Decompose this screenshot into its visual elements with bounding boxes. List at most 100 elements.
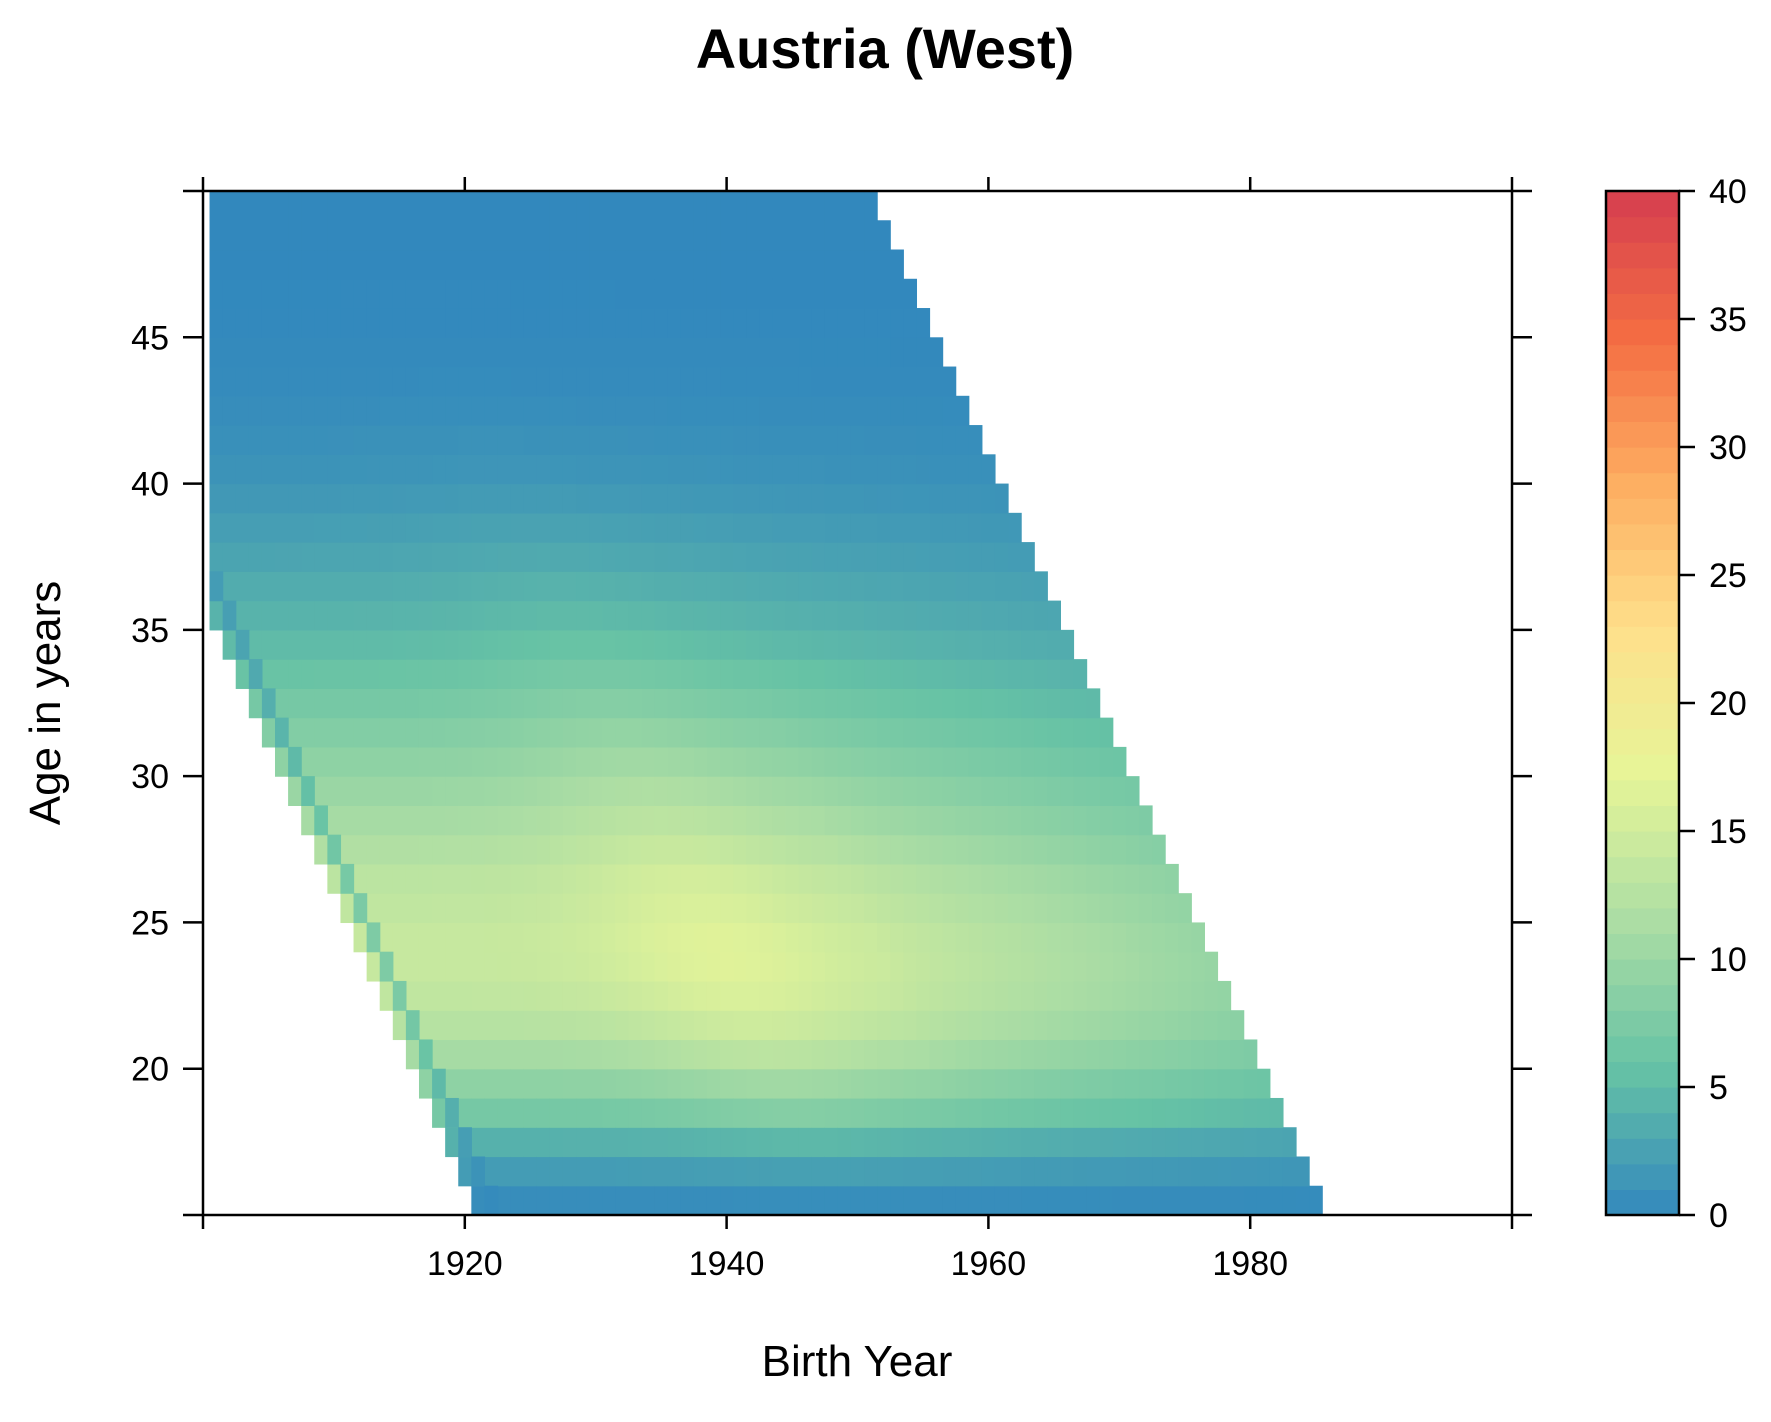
heatmap-cell bbox=[1178, 1185, 1192, 1216]
heatmap-cell bbox=[877, 512, 891, 543]
heatmap-cell bbox=[523, 220, 538, 251]
heatmap-cell bbox=[667, 1039, 682, 1070]
heatmap-cell bbox=[536, 629, 551, 660]
heatmap-cell bbox=[994, 805, 1009, 836]
heatmap-cell bbox=[903, 980, 918, 1011]
heatmap-cell bbox=[602, 308, 616, 338]
heatmap-cell bbox=[1125, 893, 1140, 924]
heatmap-cell bbox=[589, 980, 603, 1011]
heatmap-cell bbox=[366, 776, 381, 806]
heatmap-cell bbox=[968, 717, 983, 748]
heatmap-cell bbox=[1269, 1127, 1284, 1158]
heatmap-cell bbox=[916, 395, 931, 426]
heatmap-cell bbox=[1073, 893, 1088, 924]
heatmap-cell bbox=[1034, 863, 1048, 894]
heatmap-cell bbox=[549, 1010, 564, 1041]
heatmap-cell bbox=[981, 600, 996, 631]
y-tick-label: 20 bbox=[131, 1051, 169, 1089]
heatmap-cell bbox=[759, 425, 774, 455]
heatmap-cell bbox=[667, 1127, 682, 1158]
heatmap-cell bbox=[471, 483, 486, 514]
heatmap-cell bbox=[1112, 1010, 1127, 1041]
heatmap-cell bbox=[641, 1097, 656, 1128]
heatmap-cell bbox=[235, 425, 250, 455]
heatmap-cell bbox=[314, 834, 328, 865]
heatmap-cell bbox=[850, 191, 865, 221]
heatmap-cell bbox=[549, 629, 564, 660]
heatmap-cell bbox=[445, 659, 459, 689]
heatmap-cell bbox=[850, 483, 865, 514]
heatmap-cell bbox=[602, 1127, 616, 1158]
heatmap-cell bbox=[523, 249, 538, 280]
heatmap-cell bbox=[405, 951, 420, 982]
heatmap-cell bbox=[1047, 659, 1061, 689]
heatmap-cell bbox=[392, 512, 407, 543]
heatmap-cell bbox=[510, 483, 525, 514]
heatmap-cell bbox=[418, 425, 433, 455]
heatmap-cell bbox=[877, 542, 891, 572]
heatmap-cell bbox=[562, 863, 577, 894]
heatmap-cell bbox=[1204, 1039, 1219, 1070]
heatmap-cell bbox=[589, 863, 603, 894]
heatmap-cell bbox=[379, 776, 394, 806]
heatmap-cell bbox=[1112, 1127, 1127, 1158]
heatmap-cell bbox=[759, 834, 774, 865]
heatmap-cell bbox=[1165, 1039, 1179, 1070]
heatmap-cell bbox=[903, 659, 918, 689]
heatmap-cell bbox=[536, 571, 551, 602]
heatmap-cell bbox=[903, 1039, 918, 1070]
heatmap-cell bbox=[1047, 1068, 1061, 1099]
colorbar-swatch bbox=[1606, 754, 1679, 781]
heatmap-cell bbox=[929, 922, 944, 953]
heatmap-cell bbox=[576, 1127, 590, 1158]
heatmap-cell bbox=[497, 278, 512, 309]
heatmap-cell bbox=[353, 688, 368, 719]
heatmap-cell bbox=[850, 366, 865, 397]
heatmap-cell bbox=[680, 1156, 695, 1187]
heatmap-cell bbox=[811, 1097, 826, 1128]
heatmap-cell bbox=[261, 337, 276, 368]
heatmap-cell bbox=[353, 863, 368, 894]
heatmap-cell bbox=[811, 278, 826, 309]
heatmap-cell bbox=[706, 249, 721, 280]
heatmap-cell bbox=[445, 278, 459, 309]
heatmap-cell bbox=[916, 688, 931, 719]
heatmap-cell bbox=[523, 863, 538, 894]
heatmap-cell bbox=[942, 1097, 957, 1128]
heatmap-cell bbox=[405, 980, 420, 1011]
heatmap-cell bbox=[222, 600, 237, 631]
heatmap-cell bbox=[720, 1127, 734, 1158]
heatmap-cell bbox=[824, 249, 839, 280]
heatmap-cell bbox=[903, 425, 918, 455]
heatmap-cell bbox=[955, 629, 970, 660]
heatmap-cell bbox=[458, 629, 472, 660]
heatmap-cell bbox=[248, 454, 263, 485]
heatmap-cell bbox=[510, 337, 525, 368]
heatmap-cell bbox=[523, 1010, 538, 1041]
heatmap-cell bbox=[471, 1068, 486, 1099]
heatmap-cell bbox=[248, 571, 263, 602]
heatmap-cell bbox=[510, 542, 525, 572]
heatmap-cell bbox=[877, 893, 891, 924]
heatmap-cell bbox=[890, 834, 904, 865]
heatmap-cell bbox=[706, 337, 721, 368]
heatmap-cell bbox=[759, 1010, 774, 1041]
heatmap-cell bbox=[1138, 1068, 1153, 1099]
heatmap-cell bbox=[432, 425, 446, 455]
heatmap-cell bbox=[968, 1156, 983, 1187]
heatmap-cell bbox=[1191, 1156, 1205, 1187]
heatmap-cell bbox=[562, 308, 577, 338]
heatmap-cell bbox=[864, 922, 878, 953]
heatmap-cell bbox=[720, 278, 734, 309]
heatmap-cell bbox=[890, 659, 904, 689]
heatmap-cell bbox=[458, 834, 472, 865]
heatmap-cell bbox=[890, 308, 904, 338]
heatmap-cell bbox=[955, 1127, 970, 1158]
heatmap-cell bbox=[693, 308, 708, 338]
heatmap-cell bbox=[209, 337, 224, 368]
heatmap-cell bbox=[720, 1097, 734, 1128]
heatmap-cell bbox=[340, 629, 355, 660]
heatmap-cell bbox=[903, 1127, 918, 1158]
heatmap-cell bbox=[877, 746, 891, 777]
heatmap-cell bbox=[824, 776, 839, 806]
